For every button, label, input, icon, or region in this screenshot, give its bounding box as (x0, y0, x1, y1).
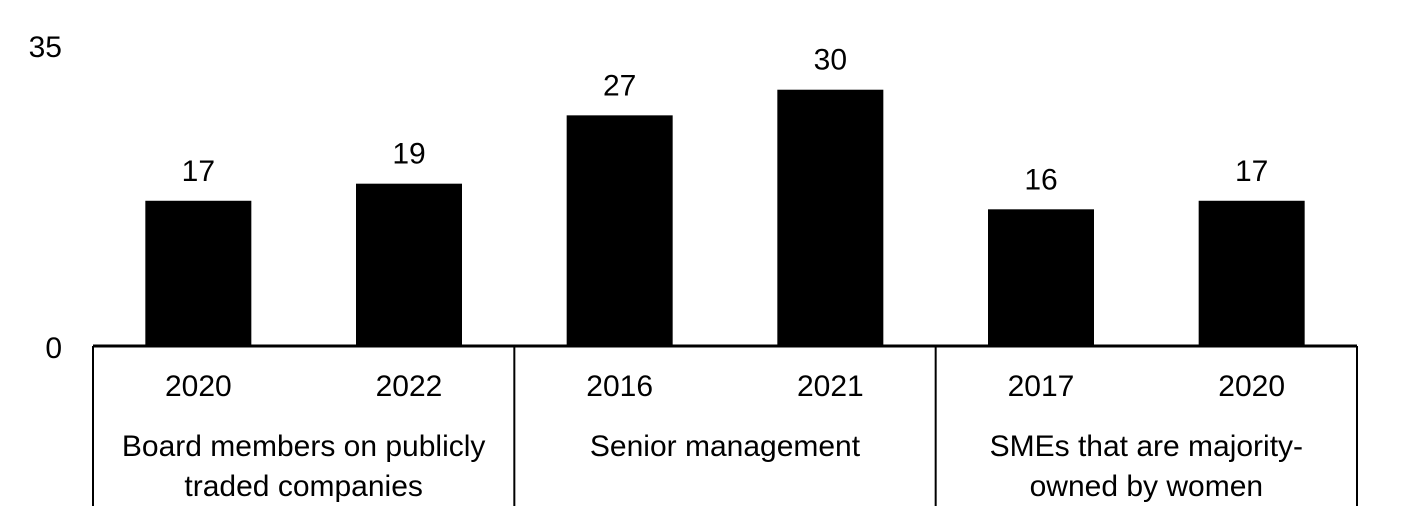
chart-marks: 17 2020 19 2022 Board members on publicly tra… (122, 44, 1305, 503)
data-label: 17 (182, 155, 215, 188)
bar (356, 183, 462, 346)
y-tick-label-min: 0 (45, 332, 62, 365)
x-tick-label: 2020 (1218, 370, 1285, 403)
x-tick-label: 2022 (376, 370, 443, 403)
data-label: 17 (1235, 155, 1268, 188)
bar (988, 209, 1094, 346)
data-label: 19 (392, 138, 425, 171)
group-label: SMEs that are majority- (990, 430, 1303, 463)
x-tick-label: 2017 (1008, 370, 1075, 403)
x-tick-label: 2021 (797, 370, 864, 403)
bar (145, 200, 252, 346)
group-label: owned by women (1030, 470, 1263, 503)
x-tick-label: 2016 (586, 370, 653, 403)
bar (777, 89, 884, 346)
bar (566, 115, 673, 346)
group-label: traded companies (184, 470, 422, 503)
group-label: Board members on publicly (122, 430, 486, 463)
group-label: Senior management (590, 430, 861, 463)
data-label: 27 (603, 69, 636, 102)
x-axis-group-dividers (92, 346, 1358, 506)
data-label: 16 (1024, 163, 1057, 196)
y-tick-label-max: 35 (29, 31, 62, 64)
data-label: 30 (814, 44, 847, 77)
bar (1198, 200, 1305, 346)
x-tick-label: 2020 (165, 370, 232, 403)
